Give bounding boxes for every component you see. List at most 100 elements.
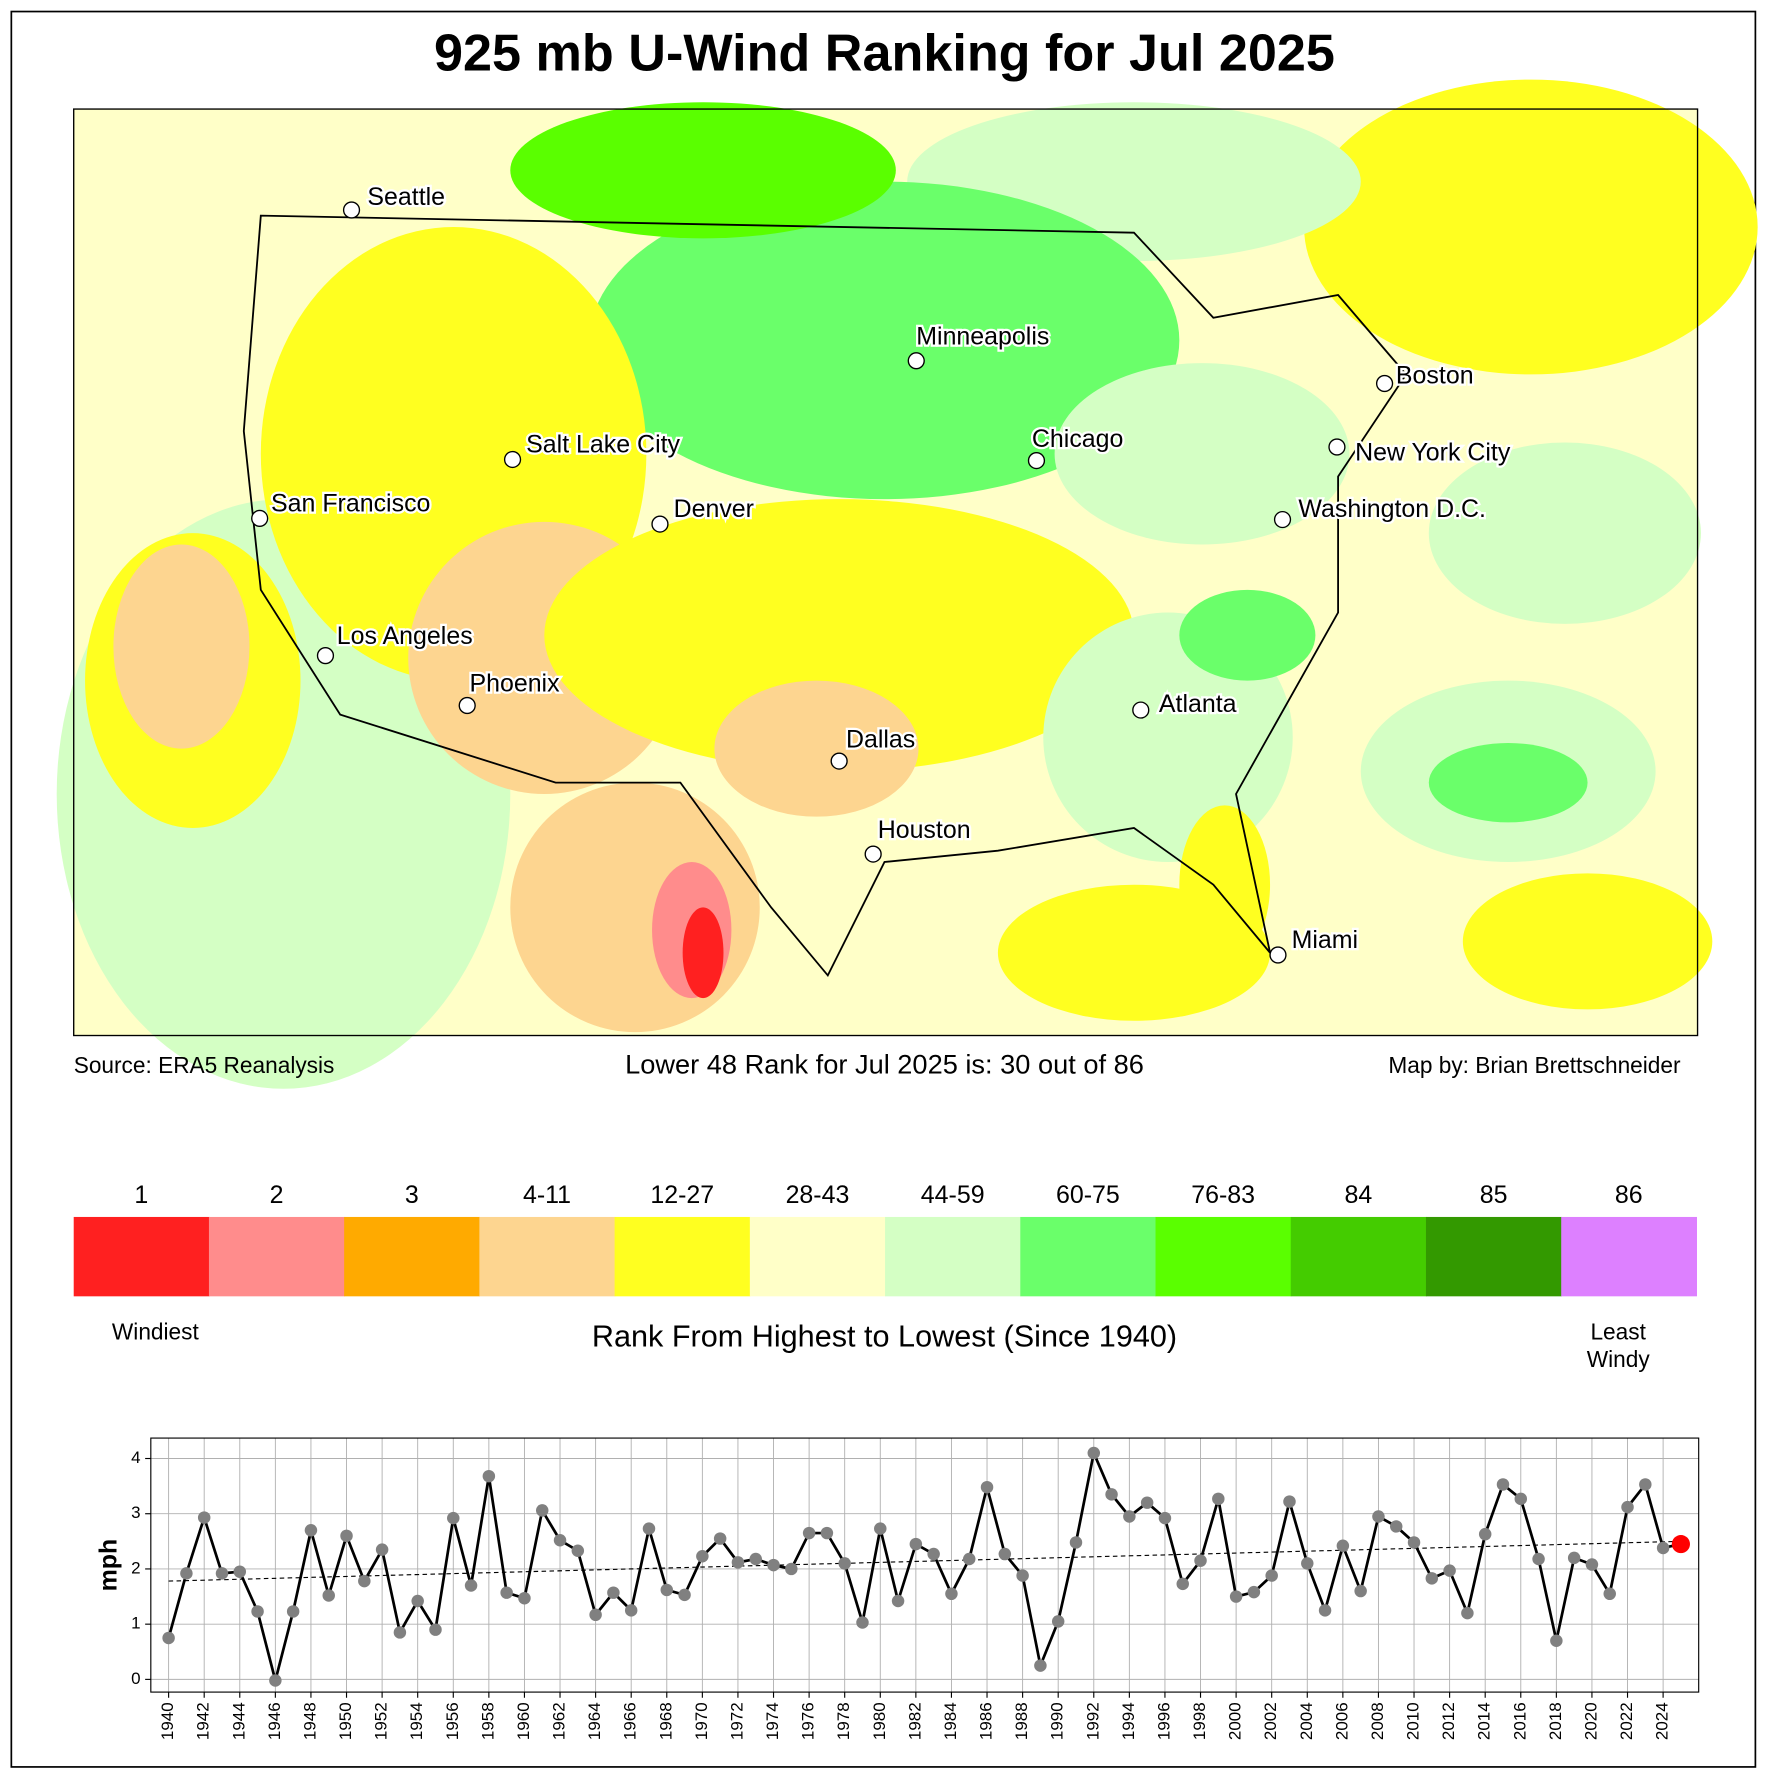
data-point: [1318, 1604, 1332, 1617]
data-point: [1016, 1569, 1029, 1582]
data-point: [998, 1547, 1012, 1561]
data-point: [482, 1469, 496, 1483]
data-point: [1585, 1558, 1599, 1571]
data-point: [1354, 1584, 1367, 1598]
data-point: [518, 1591, 531, 1605]
colorbar-low-label: Windiest: [112, 1319, 200, 1345]
data-point: [1336, 1539, 1350, 1552]
x-tick-label: 2022: [1617, 1702, 1636, 1740]
x-tick-label: 1984: [941, 1702, 960, 1740]
data-point: [624, 1604, 638, 1617]
map-region: [1054, 363, 1350, 545]
data-point: [678, 1588, 691, 1602]
x-tick-label: 1950: [336, 1702, 355, 1740]
data-point: [1550, 1634, 1563, 1647]
data-point: [1443, 1564, 1456, 1577]
colorbar-label: 85: [1480, 1181, 1508, 1209]
colorbar-swatch: [885, 1216, 1021, 1297]
colorbar-label: 12-27: [650, 1181, 714, 1209]
map-region: [1304, 79, 1758, 375]
source: Source: ERA5 Reanalysis: [74, 1052, 335, 1078]
city-marker: [651, 515, 669, 533]
x-tick-label: 1972: [727, 1702, 746, 1740]
data-point: [447, 1511, 460, 1525]
data-point: [1247, 1585, 1261, 1599]
data-point: [927, 1547, 940, 1561]
map-region: [1462, 873, 1713, 1010]
data-point: [1639, 1478, 1652, 1491]
data-point: [1229, 1590, 1243, 1603]
data-point: [607, 1586, 620, 1599]
city-label: Phoenix: [469, 670, 560, 698]
data-point: [1069, 1536, 1083, 1549]
data-point: [802, 1526, 816, 1540]
map-region: [1179, 589, 1316, 681]
colorbar-swatch: [1290, 1216, 1427, 1297]
data-point: [1372, 1510, 1385, 1523]
y-tick-label: 3: [131, 1503, 140, 1522]
city-marker: [1027, 451, 1046, 470]
x-tick-label: 1960: [514, 1702, 533, 1740]
x-tick-label: 1974: [763, 1702, 782, 1740]
data-point: [1158, 1511, 1172, 1525]
colorbar-swatch: [208, 1216, 345, 1297]
data-point: [1621, 1500, 1634, 1514]
data-point: [1461, 1606, 1474, 1620]
data-point: [1194, 1554, 1207, 1567]
data-point: [1514, 1492, 1528, 1506]
colorbar-label: 76-83: [1191, 1181, 1255, 1209]
data-point: [891, 1594, 905, 1608]
city-label: Salt Lake City: [526, 430, 680, 458]
map-region: [1179, 805, 1271, 965]
data-point: [322, 1589, 335, 1602]
data-point: [269, 1674, 282, 1687]
x-tick-label: 1978: [834, 1702, 853, 1740]
y-tick-label: 0: [131, 1669, 140, 1688]
colorbar-swatch: [1425, 1216, 1562, 1297]
rank-text: Lower 48 Rank for Jul 2025 is: 30 out of…: [625, 1048, 1144, 1079]
data-point: [1603, 1587, 1616, 1601]
city-marker: [316, 647, 335, 665]
x-tick-label: 1956: [443, 1702, 462, 1740]
x-tick-label: 1944: [229, 1702, 248, 1740]
city-marker: [907, 352, 925, 370]
colorbar-swatch: [344, 1216, 480, 1297]
x-tick-label: 2002: [1261, 1702, 1280, 1740]
x-tick-label: 1988: [1012, 1702, 1031, 1740]
data-point: [1123, 1510, 1136, 1523]
data-point: [1567, 1551, 1581, 1565]
data-point: [1212, 1492, 1225, 1506]
x-tick-label: 2020: [1581, 1702, 1600, 1740]
data-point: [375, 1543, 389, 1556]
city-label: Washington D.C.: [1298, 495, 1486, 523]
credit: Map by: Brian Brettschneider: [1388, 1052, 1681, 1078]
x-tick-label: 2006: [1332, 1702, 1351, 1740]
data-point: [215, 1567, 229, 1580]
data-point: [1087, 1446, 1101, 1460]
data-point: [1478, 1527, 1492, 1541]
city-label: Houston: [878, 816, 971, 844]
data-point: [909, 1537, 923, 1551]
city-label: Dallas: [846, 725, 915, 753]
map-region: [589, 181, 1180, 500]
colorbar-label: 28-43: [786, 1181, 850, 1209]
x-tick-label: 2010: [1404, 1702, 1423, 1740]
colorbar-swatch: [614, 1216, 751, 1297]
city-marker: [830, 752, 848, 770]
x-tick-label: 1976: [799, 1702, 818, 1740]
data-point: [696, 1550, 709, 1563]
colorbar-swatch: [1020, 1216, 1157, 1297]
city-label: Boston: [1396, 361, 1474, 389]
map-region: [1428, 442, 1701, 624]
data-point: [197, 1511, 211, 1524]
data-point: [1034, 1659, 1047, 1672]
highlight-point: [1671, 1535, 1690, 1554]
map-region: [544, 499, 1134, 772]
data-point: [820, 1526, 834, 1540]
y-tick-label: 4: [131, 1448, 140, 1467]
data-point: [571, 1544, 585, 1557]
data-point: [286, 1605, 300, 1618]
trend-line: [168, 1540, 1681, 1582]
data-point: [411, 1594, 424, 1608]
data-point: [1051, 1615, 1065, 1628]
